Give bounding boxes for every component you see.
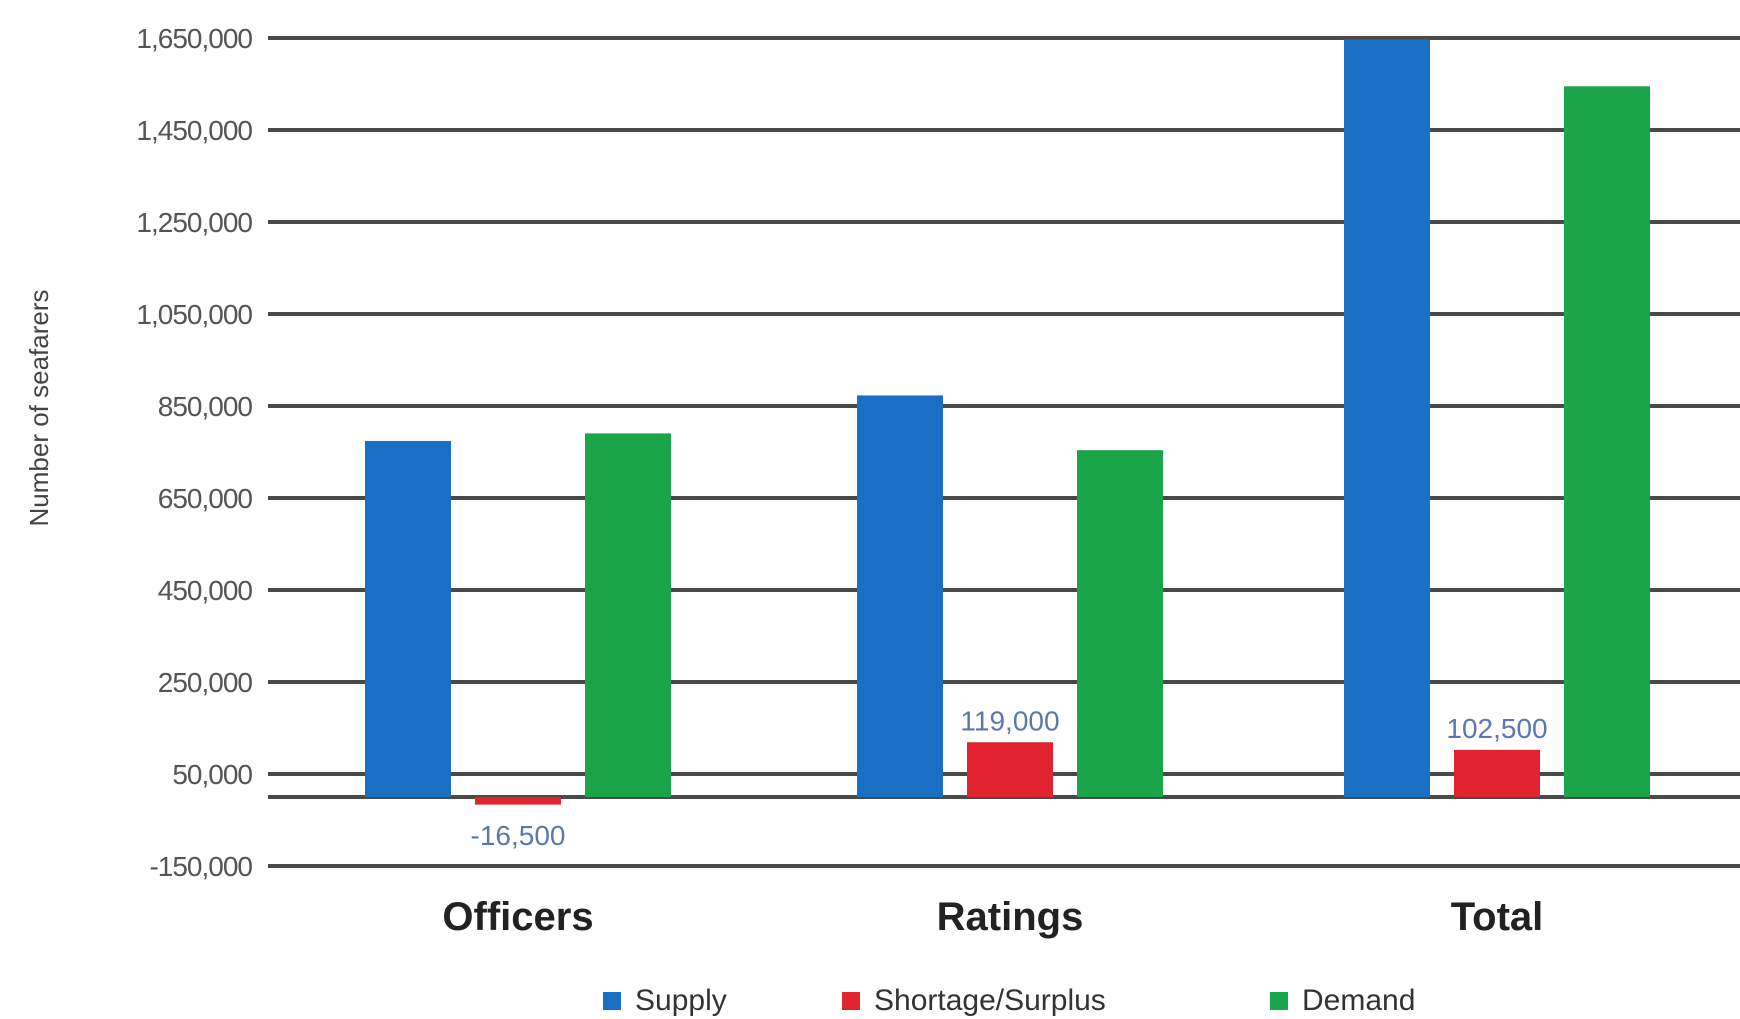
bar-demand-officers xyxy=(585,433,671,797)
legend-swatch xyxy=(1270,992,1288,1010)
bar-supply-officers xyxy=(365,440,451,797)
data-label: 102,500 xyxy=(1446,713,1547,744)
bar-supply-ratings xyxy=(857,395,943,797)
legend-swatch xyxy=(603,992,621,1010)
data-label: 119,000 xyxy=(960,705,1059,736)
y-tick-label: 1,250,000 xyxy=(136,207,252,238)
y-tick-label: 850,000 xyxy=(158,391,253,422)
y-tick-label: 1,650,000 xyxy=(136,23,252,54)
bar-supply-total xyxy=(1344,39,1430,797)
y-tick-label: 50,000 xyxy=(172,759,252,790)
category-label: Ratings xyxy=(937,895,1084,939)
bars xyxy=(365,39,1650,805)
category-label: Total xyxy=(1451,895,1544,939)
data-label: -16,500 xyxy=(471,820,566,851)
bar-demand-total xyxy=(1564,86,1650,798)
y-tick-label: 1,050,000 xyxy=(136,299,252,330)
category-labels: Officers Ratings Total xyxy=(442,895,1543,939)
bar-demand-ratings xyxy=(1077,450,1163,797)
y-axis-ticks: 1,650,000 1,450,000 1,250,000 1,050,000 850,… xyxy=(136,23,253,882)
y-tick-label: 650,000 xyxy=(158,483,253,514)
legend-label: Supply xyxy=(635,984,727,1017)
y-tick-label: -150,000 xyxy=(149,851,252,882)
category-label: Officers xyxy=(442,895,593,939)
y-tick-label: 1,450,000 xyxy=(136,115,252,146)
legend-label: Demand xyxy=(1302,984,1415,1017)
y-tick-label: 250,000 xyxy=(158,667,253,698)
legend-swatch xyxy=(842,992,860,1010)
bar-shortage-surplus-ratings xyxy=(967,742,1053,797)
bar-shortage-surplus-officers xyxy=(475,797,561,805)
data-labels: -16,500 119,000 102,500 xyxy=(471,705,1548,851)
legend: Supply Shortage/Surplus Demand xyxy=(603,984,1415,1017)
bar-shortage-surplus-total xyxy=(1454,749,1540,797)
legend-label: Shortage/Surplus xyxy=(874,984,1106,1017)
y-tick-label: 450,000 xyxy=(158,575,253,606)
y-axis-label: Number of seafarers xyxy=(24,290,54,527)
